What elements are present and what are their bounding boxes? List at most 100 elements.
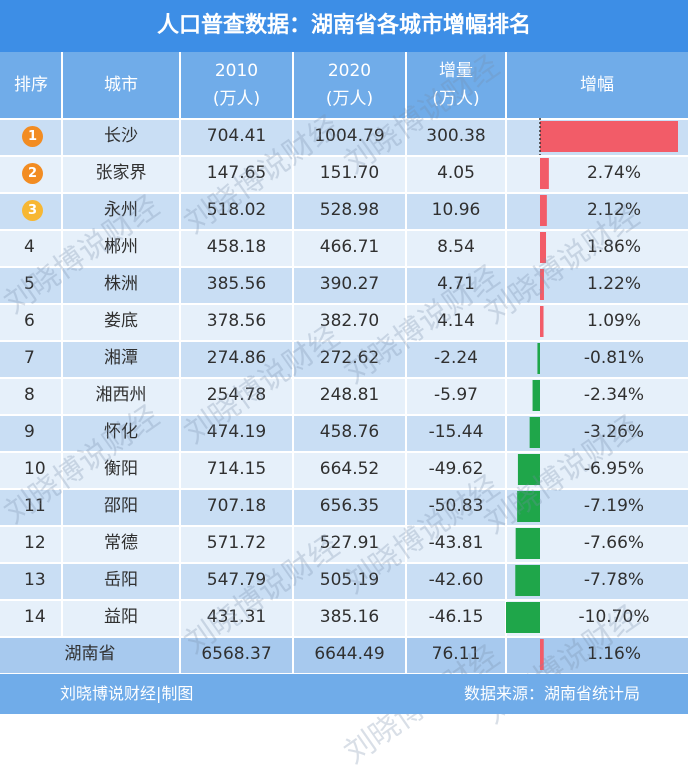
cell-v2020: 458.76 <box>319 422 380 442</box>
cell-v2020: 382.70 <box>319 311 380 331</box>
table-row: 3 永州 518.02 528.98 10.96 2.12% <box>0 192 688 229</box>
cell-city: 湘西州 <box>95 385 147 405</box>
cell-v2020: 1004.79 <box>314 126 385 146</box>
cell-v2020: 6644.49 <box>314 644 385 664</box>
row-divider <box>0 192 688 194</box>
bar-株洲 <box>540 269 544 300</box>
footer-source: 数据来源：湖南省统计局 <box>463 684 640 703</box>
cell-delta: -2.24 <box>434 348 478 368</box>
cell-city: 湘潭 <box>104 348 138 368</box>
cell-city: 益阳 <box>104 607 138 627</box>
cell-growth: -7.19% <box>583 496 645 516</box>
cell-v2010: 547.79 <box>206 570 267 590</box>
table-row: 14 益阳 431.31 385.16 -46.15 -10.70% <box>0 599 688 636</box>
cell-city: 岳阳 <box>104 570 138 590</box>
cell-growth: -7.66% <box>583 533 645 553</box>
table-row: 2 张家界 147.65 151.70 4.05 2.74% <box>0 155 688 192</box>
cell-delta: 4.05 <box>437 163 475 183</box>
cell-v2010: 571.72 <box>206 533 267 553</box>
cell-v2010: 385.56 <box>206 274 267 294</box>
cell-growth: 1.86% <box>586 237 641 257</box>
row-divider <box>0 229 688 231</box>
header-delta: 增量 (万人) <box>432 61 480 109</box>
cell-city: 株洲 <box>104 274 138 294</box>
cell-v2020: 527.91 <box>319 533 380 553</box>
cell-delta: 10.96 <box>431 200 481 220</box>
footer-credit: 刘晓博说财经|制图 <box>60 684 194 703</box>
cell-growth: -0.81% <box>583 348 645 368</box>
row-divider <box>0 155 688 157</box>
table-row: 13 岳阳 547.79 505.19 -42.60 -7.78% <box>0 562 688 599</box>
cell-v2010: 274.86 <box>206 348 267 368</box>
row-divider <box>0 266 688 268</box>
cell-v2020: 248.81 <box>319 385 380 405</box>
row-divider <box>0 599 688 601</box>
page-title: 人口普查数据：湖南省各城市增幅排名 <box>0 0 688 52</box>
cell-delta: -42.60 <box>428 570 484 590</box>
cell-growth: 1.22% <box>586 274 641 294</box>
cell-growth: 1.09% <box>586 311 641 331</box>
row-divider <box>0 377 688 379</box>
cell-delta: -15.44 <box>428 422 484 442</box>
cell-city: 娄底 <box>104 311 138 331</box>
cell-rank: 9 <box>24 422 35 442</box>
cell-rank: 6 <box>24 311 35 331</box>
table-row: 8 湘西州 254.78 248.81 -5.97 -2.34% <box>0 377 688 414</box>
cell-growth: -3.26% <box>583 422 645 442</box>
rank-medal-icon: 2 <box>22 163 43 184</box>
table-row: 6 娄底 378.56 382.70 4.14 1.09% <box>0 303 688 340</box>
cell-rank: 12 <box>24 533 46 553</box>
cell-v2020: 151.70 <box>319 163 380 183</box>
bar-湖南省 <box>540 639 544 670</box>
row-divider <box>0 525 688 527</box>
cell-delta: -43.81 <box>428 533 484 553</box>
cell-v2010: 378.56 <box>206 311 267 331</box>
cell-v2010: 458.18 <box>206 237 267 257</box>
cell-city: 湖南省 <box>64 644 116 664</box>
cell-v2010: 431.31 <box>206 607 267 627</box>
cell-delta: 4.14 <box>437 311 475 331</box>
table-row: 5 株洲 385.56 390.27 4.71 1.22% <box>0 266 688 303</box>
cell-rank: 4 <box>24 237 35 257</box>
bar-湘潭 <box>537 343 540 374</box>
header-growth: 增幅 <box>580 75 614 95</box>
bar-益阳 <box>506 602 540 633</box>
column-divider <box>405 52 407 674</box>
cell-growth: 2.12% <box>586 200 641 220</box>
cell-delta: 4.71 <box>437 274 475 294</box>
cell-v2010: 6568.37 <box>201 644 272 664</box>
cell-rank: 13 <box>24 570 46 590</box>
bar-常德 <box>515 528 540 559</box>
cell-v2020: 466.71 <box>319 237 380 257</box>
row-divider <box>0 488 688 490</box>
cell-delta: 76.11 <box>431 644 481 664</box>
total-row: 湖南省 6568.37 6644.49 76.11 1.16% <box>0 636 688 673</box>
header-2010: 2010 (万人) <box>212 61 261 109</box>
cell-rank: 7 <box>24 348 35 368</box>
cell-growth: -2.34% <box>583 385 645 405</box>
cell-rank: 10 <box>24 459 46 479</box>
cell-delta: -50.83 <box>428 496 484 516</box>
cell-v2020: 528.98 <box>319 200 380 220</box>
cell-v2020: 385.16 <box>319 607 380 627</box>
cell-growth: -6.95% <box>583 459 645 479</box>
header-city: 城市 <box>104 75 138 95</box>
bar-衡阳 <box>517 454 540 485</box>
bar-郴州 <box>540 232 547 263</box>
cell-v2010: 147.65 <box>206 163 267 183</box>
cell-growth: -10.70% <box>578 607 650 627</box>
table-row: 9 怀化 474.19 458.76 -15.44 -3.26% <box>0 414 688 451</box>
cell-rank: 2 <box>0 155 62 192</box>
cell-v2020: 664.52 <box>319 459 380 479</box>
cell-growth: -7.78% <box>583 570 645 590</box>
header-2020: 2020 (万人) <box>325 61 374 109</box>
cell-delta: 8.54 <box>437 237 475 257</box>
header-rank: 排序 <box>14 75 48 95</box>
row-divider <box>0 636 688 638</box>
cell-rank: 3 <box>0 192 62 229</box>
column-divider <box>505 52 507 674</box>
cell-v2020: 272.62 <box>319 348 380 368</box>
cell-rank: 8 <box>24 385 35 405</box>
row-divider <box>0 118 688 120</box>
rank-medal-icon: 3 <box>22 200 43 221</box>
